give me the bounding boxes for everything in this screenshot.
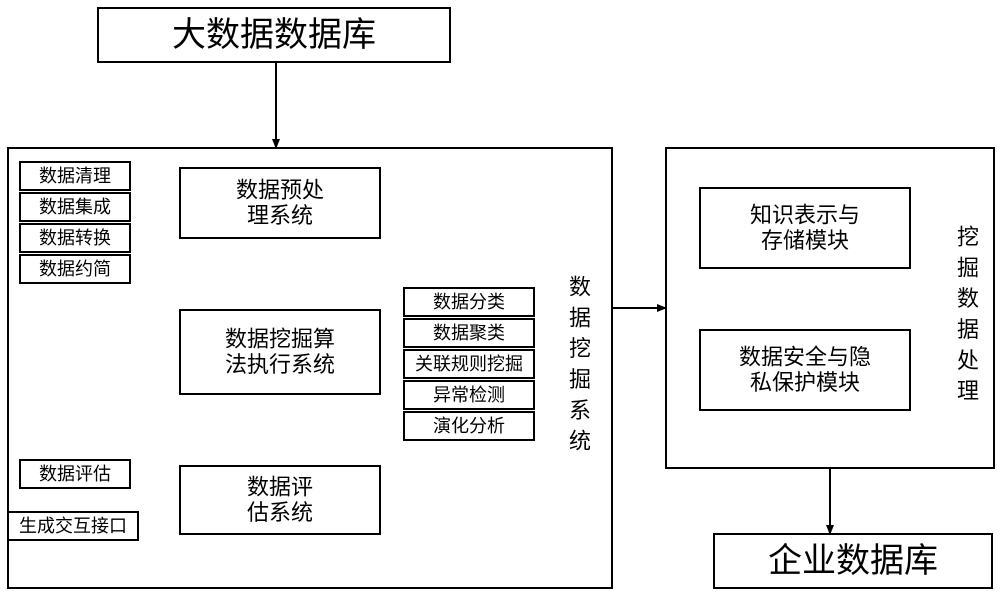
label-alg_assoc: 关联规则挖掘	[415, 354, 523, 374]
label-enterprise_db: 企业数据库	[768, 542, 938, 580]
label-pre_clean: 数据清理	[39, 166, 111, 186]
flowchart-canvas: 大数据数据库企业数据库 数据预处理系统数据挖掘算法执行系统数据评估系统 数据清理数据…	[0, 0, 1000, 597]
label-pre_trans: 数据转换	[39, 228, 111, 248]
label-eval_iface: 生成交互接口	[19, 516, 127, 536]
label-pre_reduce: 数据约简	[39, 259, 111, 279]
label-security: 数据安全与隐私保护模块	[739, 345, 871, 395]
label-alg_cluster: 数据聚类	[433, 323, 505, 343]
label-bigdata_db: 大数据数据库	[172, 16, 376, 54]
label-algo: 数据挖掘算法执行系统	[225, 327, 335, 377]
label-eval: 数据评估系统	[247, 475, 313, 525]
label-eval_assess: 数据评估	[39, 464, 111, 484]
label-pre_integ: 数据集成	[39, 197, 111, 217]
label-alg_anom: 异常检测	[433, 385, 505, 405]
label-alg_evol: 演化分析	[433, 416, 505, 436]
label-preprocess: 数据预处理系统	[236, 178, 324, 228]
label-alg_class: 数据分类	[433, 292, 505, 312]
label-knowledge: 知识表示与存储模块	[750, 203, 860, 253]
